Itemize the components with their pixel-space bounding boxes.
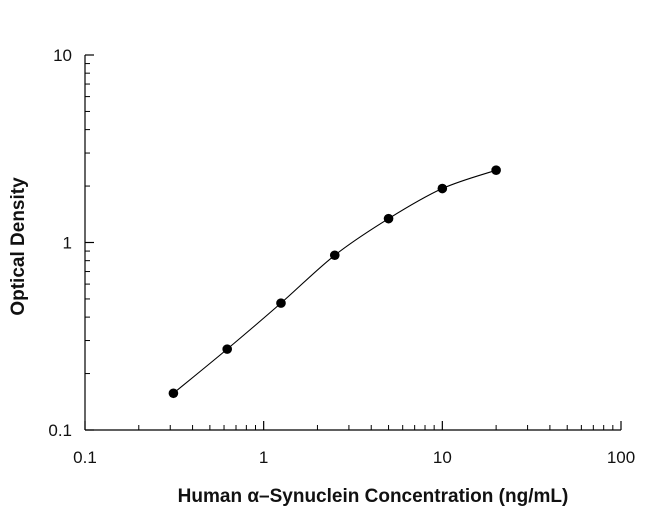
- data-point: [168, 388, 179, 399]
- x-tick-labels: 0.1 1 10 100: [73, 448, 635, 467]
- data-point: [222, 344, 232, 354]
- minor-ticks: [85, 63, 614, 430]
- y-tick-labels: 0.1 1 10: [48, 46, 72, 440]
- plot-area: 0.1 1 10 100 0.1 1 10: [48, 46, 635, 467]
- y-tick-label: 1: [63, 234, 72, 253]
- data-point: [437, 183, 448, 194]
- x-tick-label: 0.1: [73, 448, 97, 467]
- x-tick-label: 1: [259, 448, 268, 467]
- y-tick-label: 10: [53, 46, 72, 65]
- data-point: [491, 165, 501, 175]
- data-point: [329, 250, 340, 261]
- x-axis-title: Human α–Synuclein Concentration (ng/mL): [178, 486, 569, 507]
- data-point: [383, 213, 394, 224]
- y-tick-label: 0.1: [48, 421, 72, 440]
- y-axis-title: Optical Density: [8, 177, 29, 316]
- x-tick-label: 100: [607, 448, 635, 467]
- fit-curve: [173, 169, 497, 394]
- data-point: [276, 298, 286, 308]
- major-ticks: [84, 54, 622, 431]
- data-points: [168, 165, 501, 399]
- x-tick-label: 10: [433, 448, 452, 467]
